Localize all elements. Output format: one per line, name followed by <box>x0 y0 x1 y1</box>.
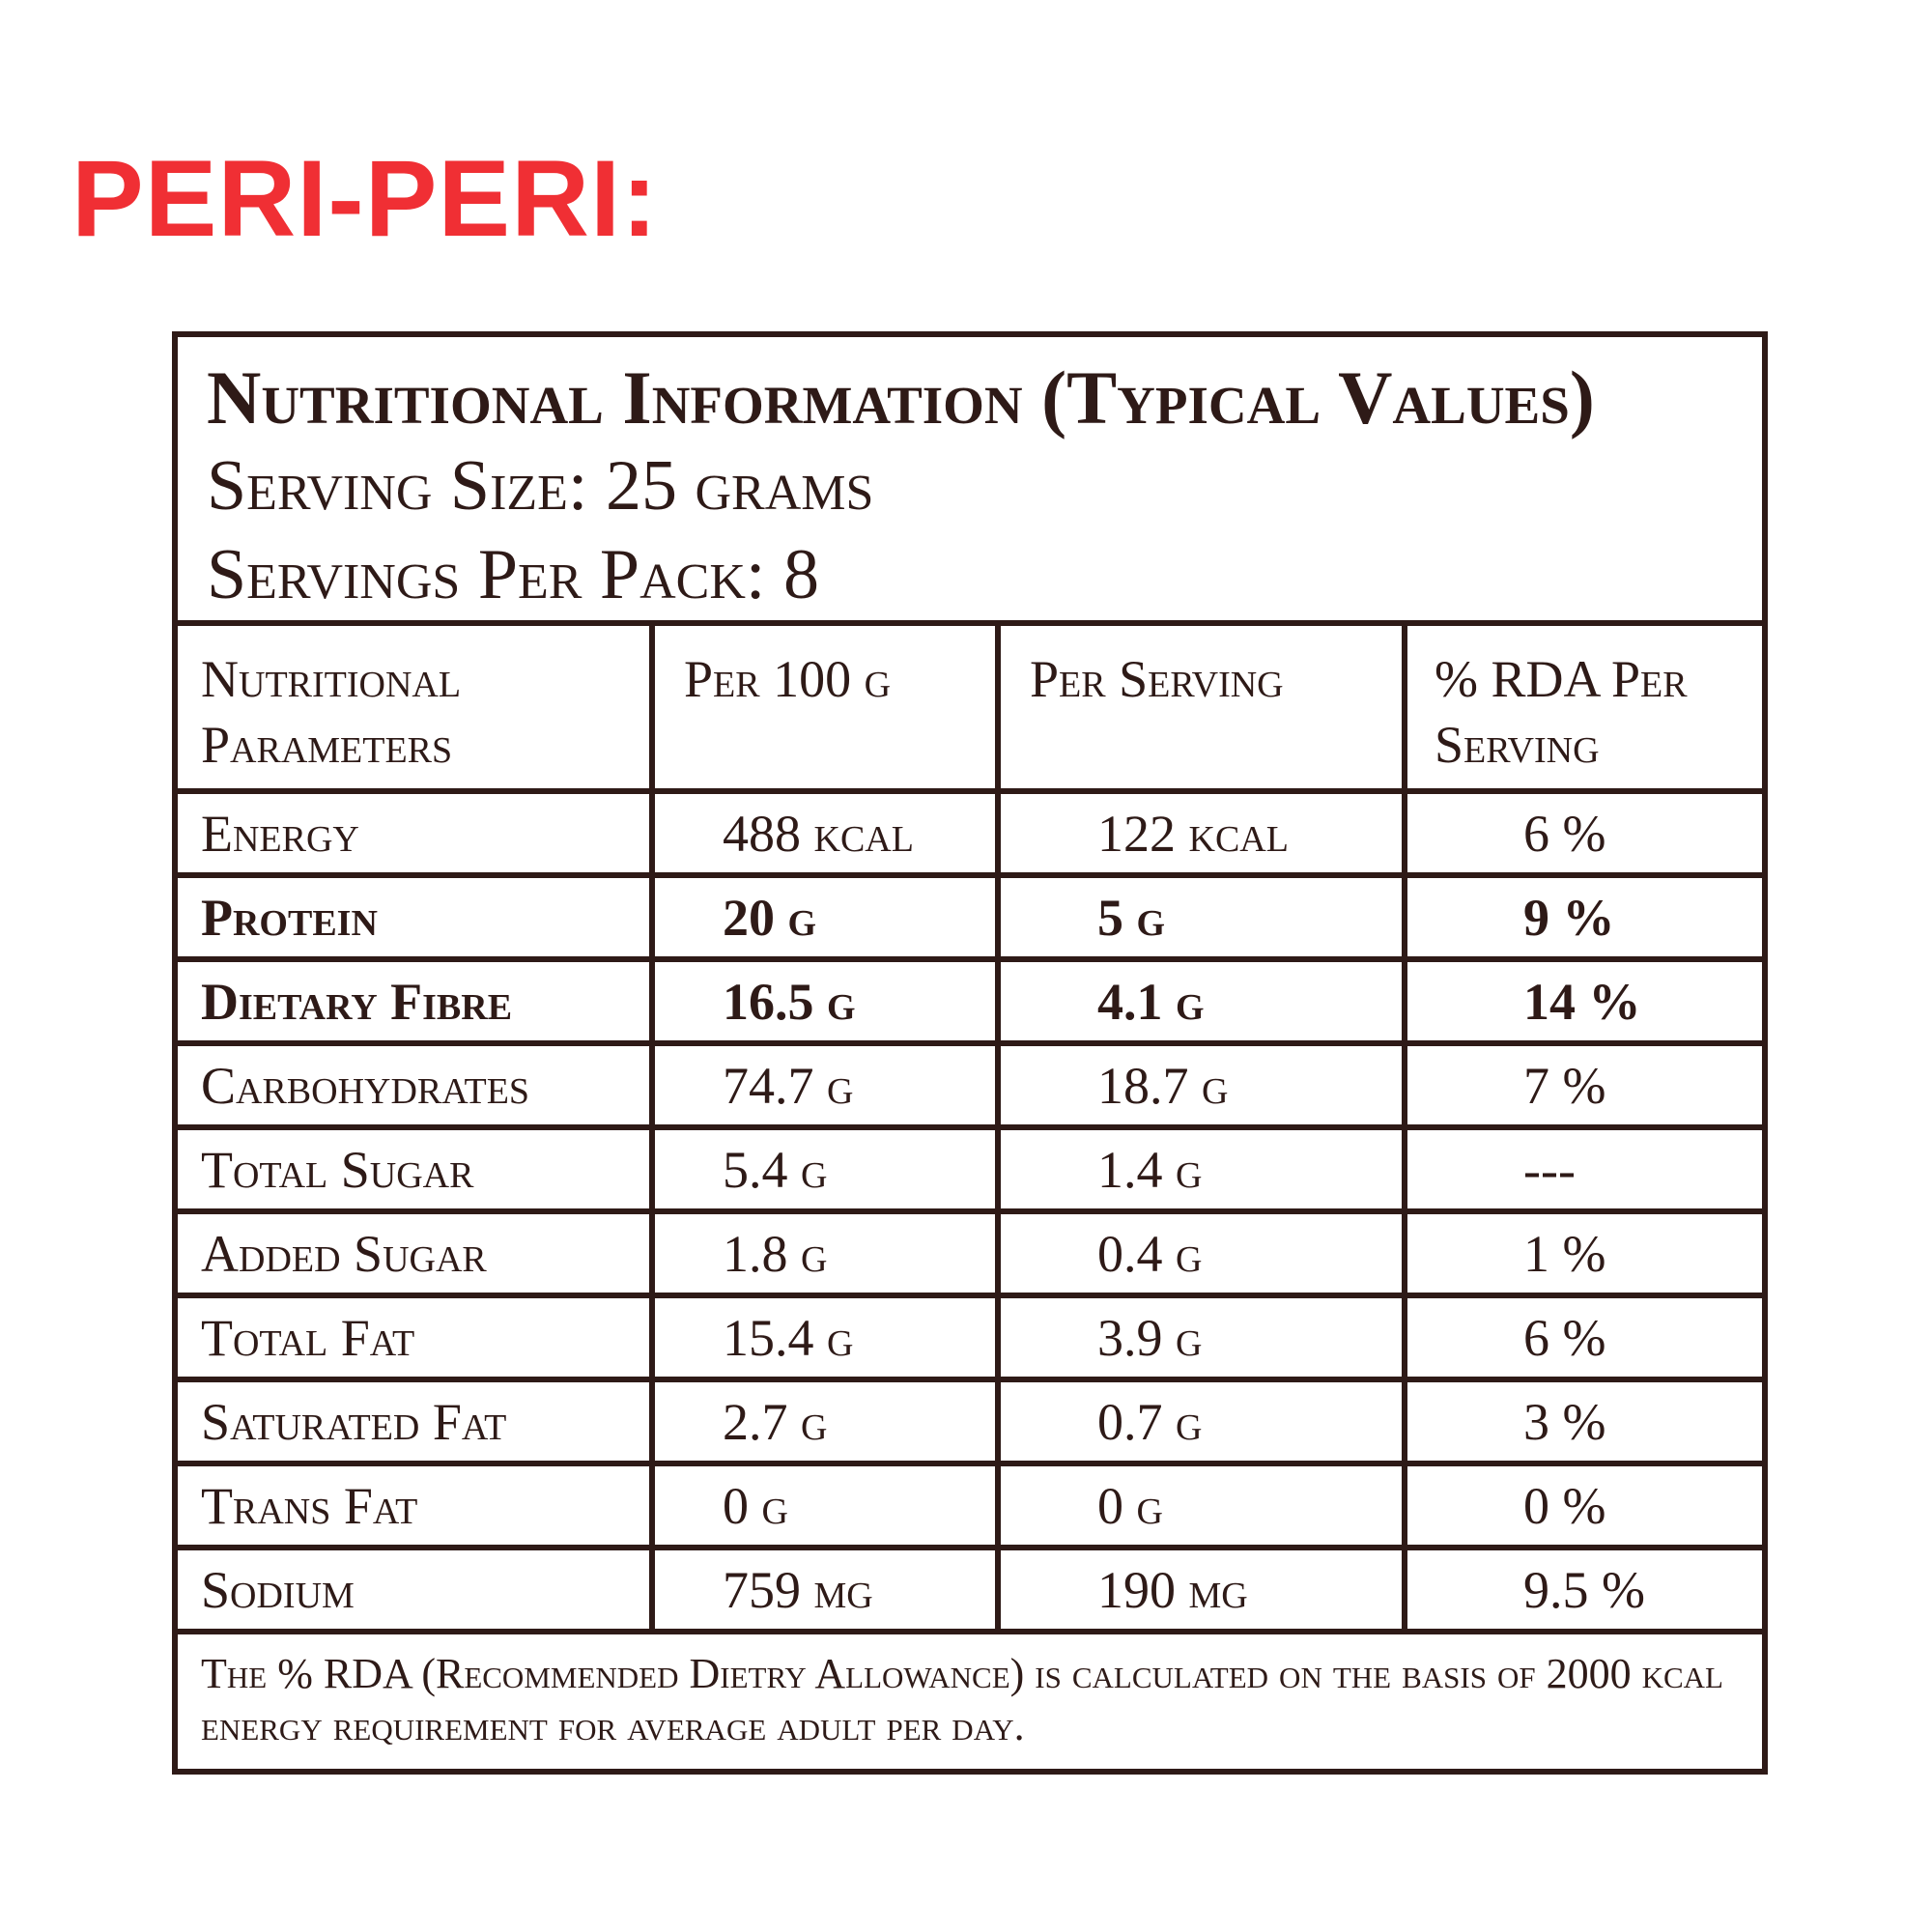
row-trans-fat-per-100g: 0 g <box>655 1466 1001 1550</box>
row-trans-fat-per-serving: 0 g <box>1001 1466 1407 1550</box>
row-total-sugar-name: Total Sugar <box>178 1130 655 1214</box>
row-total-sugar-per-100g: 5.4 g <box>655 1130 1001 1214</box>
column-header-parameter: Nutritional Parameters <box>178 626 655 794</box>
row-fibre-name: Dietary Fibre <box>178 962 655 1046</box>
row-saturated-fat-name: Saturated Fat <box>178 1382 655 1466</box>
servings-per-pack: Servings Per Pack: 8 <box>207 535 819 615</box>
row-saturated-fat-per-serving: 0.7 g <box>1001 1382 1407 1466</box>
row-trans-fat-rda: 0 % <box>1407 1466 1762 1550</box>
row-energy-rda: 6 % <box>1407 794 1762 878</box>
row-energy-per-serving: 122 kcal <box>1001 794 1407 878</box>
row-energy-name: Energy <box>178 794 655 878</box>
row-carbohydrates-per-serving: 18.7 g <box>1001 1046 1407 1130</box>
row-total-fat-per-100g: 15.4 g <box>655 1298 1001 1382</box>
nutrition-table: Nutritional Parameters Per 100 g Per Ser… <box>178 626 1762 1634</box>
row-carbohydrates-name: Carbohydrates <box>178 1046 655 1130</box>
column-header-per-100g: Per 100 g <box>655 626 1001 794</box>
row-fibre-rda: 14 % <box>1407 962 1762 1046</box>
row-sodium-per-serving: 190 mg <box>1001 1550 1407 1634</box>
nutrition-panel: Nutritional Information (Typical Values)… <box>172 331 1768 1775</box>
row-fibre-per-100g: 16.5 g <box>655 962 1001 1046</box>
row-saturated-fat-rda: 3 % <box>1407 1382 1762 1466</box>
row-added-sugar-per-serving: 0.4 g <box>1001 1214 1407 1298</box>
row-total-fat-name: Total Fat <box>178 1298 655 1382</box>
column-header-rda: % RDA Per Serving <box>1407 626 1762 794</box>
row-protein-per-100g: 20 g <box>655 878 1001 962</box>
row-protein-name: Protein <box>178 878 655 962</box>
row-total-sugar-rda: --- <box>1407 1130 1762 1214</box>
row-energy-per-100g: 488 kcal <box>655 794 1001 878</box>
row-sodium-rda: 9.5 % <box>1407 1550 1762 1634</box>
row-trans-fat-name: Trans Fat <box>178 1466 655 1550</box>
rda-footnote: The % RDA (Recommended Dietry Allowance)… <box>201 1650 1723 1749</box>
row-saturated-fat-per-100g: 2.7 g <box>655 1382 1001 1466</box>
row-carbohydrates-rda: 7 % <box>1407 1046 1762 1130</box>
column-header-per-serving: Per Serving <box>1001 626 1407 794</box>
row-added-sugar-per-100g: 1.8 g <box>655 1214 1001 1298</box>
row-carbohydrates-per-100g: 74.7 g <box>655 1046 1001 1130</box>
nutrition-header: Nutritional Information (Typical Values)… <box>178 337 1762 626</box>
row-total-fat-rda: 6 % <box>1407 1298 1762 1382</box>
row-added-sugar-name: Added Sugar <box>178 1214 655 1298</box>
row-sodium-per-100g: 759 mg <box>655 1550 1001 1634</box>
nutrition-title: Nutritional Information (Typical Values) <box>207 355 1595 440</box>
product-heading: PERI-PERI: <box>71 138 659 259</box>
row-protein-rda: 9 % <box>1407 878 1762 962</box>
row-total-sugar-per-serving: 1.4 g <box>1001 1130 1407 1214</box>
serving-size: Serving Size: 25 grams <box>207 445 874 526</box>
row-protein-per-serving: 5 g <box>1001 878 1407 962</box>
row-total-fat-per-serving: 3.9 g <box>1001 1298 1407 1382</box>
row-fibre-per-serving: 4.1 g <box>1001 962 1407 1046</box>
row-added-sugar-rda: 1 % <box>1407 1214 1762 1298</box>
row-sodium-name: Sodium <box>178 1550 655 1634</box>
